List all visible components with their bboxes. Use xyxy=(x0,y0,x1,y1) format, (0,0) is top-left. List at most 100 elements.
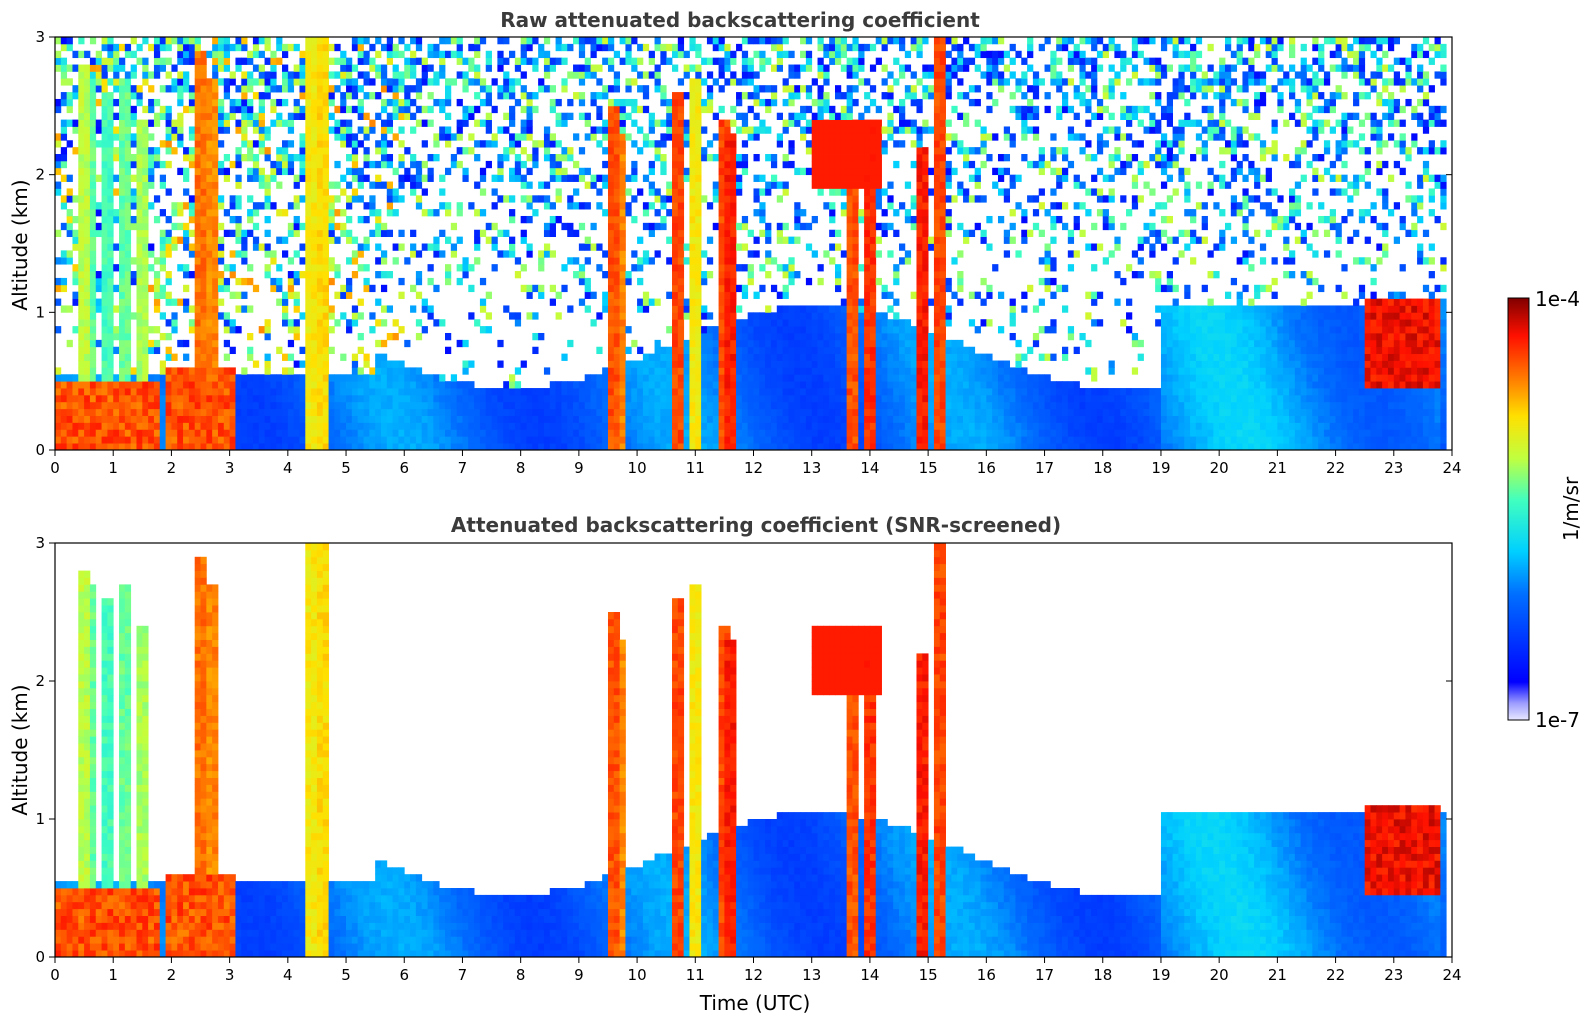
heatmap-cell xyxy=(509,250,515,257)
heatmap-cell xyxy=(119,416,125,423)
heatmap-cell xyxy=(643,140,649,147)
heatmap-cell xyxy=(317,126,323,133)
heatmap-cell xyxy=(474,92,480,99)
heatmap-cell xyxy=(299,161,305,168)
heatmap-cell xyxy=(660,374,666,381)
heatmap-cell xyxy=(148,154,154,161)
heatmap-cell xyxy=(509,209,515,216)
heatmap-cell xyxy=(608,422,614,429)
heatmap-cell xyxy=(457,71,463,78)
heatmap-cell xyxy=(526,99,532,106)
heatmap-cell xyxy=(235,436,241,443)
heatmap-cell xyxy=(381,161,387,168)
heatmap-cell xyxy=(171,381,177,388)
heatmap-cell xyxy=(445,202,451,209)
heatmap-cell xyxy=(113,285,119,292)
heatmap-cell xyxy=(567,257,573,264)
heatmap-cell xyxy=(579,175,585,182)
heatmap-cell xyxy=(311,299,317,306)
heatmap-cell xyxy=(474,140,480,147)
heatmap-cell xyxy=(265,319,271,326)
heatmap-cell xyxy=(119,409,125,416)
heatmap-cell xyxy=(125,436,131,443)
heatmap-cell xyxy=(235,202,241,209)
heatmap-cell xyxy=(323,65,329,72)
heatmap-cell xyxy=(387,395,393,402)
heatmap-cell xyxy=(206,278,212,285)
heatmap-cell xyxy=(433,244,439,251)
heatmap-cell xyxy=(189,416,195,423)
heatmap-cell xyxy=(90,133,96,140)
heatmap-cell xyxy=(90,436,96,443)
heatmap-cell xyxy=(195,216,201,223)
heatmap-cell xyxy=(556,154,562,161)
heatmap-cell xyxy=(538,395,544,402)
heatmap-cell xyxy=(201,223,207,230)
heatmap-cell xyxy=(259,168,265,175)
heatmap-cell xyxy=(608,140,614,147)
heatmap-cell xyxy=(195,292,201,299)
heatmap-cell xyxy=(428,92,434,99)
heatmap-cell xyxy=(212,299,218,306)
heatmap-cell xyxy=(608,147,614,154)
heatmap-cell xyxy=(212,182,218,189)
heatmap-cell xyxy=(78,188,84,195)
heatmap-cell xyxy=(625,429,631,436)
heatmap-cell xyxy=(113,244,119,251)
heatmap-cell xyxy=(253,395,259,402)
heatmap-cell xyxy=(113,409,119,416)
heatmap-cell xyxy=(608,402,614,409)
heatmap-cell xyxy=(398,71,404,78)
heatmap-cell xyxy=(131,381,137,388)
heatmap-cell xyxy=(550,381,556,388)
heatmap-cell xyxy=(573,202,579,209)
heatmap-cell xyxy=(352,361,358,368)
heatmap-cell xyxy=(235,37,241,44)
heatmap-cell xyxy=(67,374,73,381)
heatmap-cell xyxy=(119,347,125,354)
heatmap-cell xyxy=(282,78,288,85)
heatmap-cell xyxy=(67,443,73,450)
heatmap-cell xyxy=(119,326,125,333)
heatmap-cell xyxy=(323,347,329,354)
heatmap-cell xyxy=(591,175,597,182)
heatmap-cell xyxy=(445,264,451,271)
heatmap-cell xyxy=(247,120,253,127)
heatmap-cell xyxy=(218,429,224,436)
heatmap-cell xyxy=(142,168,148,175)
heatmap-cell xyxy=(556,381,562,388)
heatmap-cell xyxy=(119,92,125,99)
heatmap-cell xyxy=(78,140,84,147)
heatmap-cell xyxy=(142,133,148,140)
heatmap-cell xyxy=(276,381,282,388)
heatmap-cell xyxy=(125,422,131,429)
heatmap-cell xyxy=(265,436,271,443)
heatmap-cell xyxy=(294,202,300,209)
heatmap-cell xyxy=(573,92,579,99)
heatmap-cell xyxy=(352,65,358,72)
heatmap-cell xyxy=(253,244,259,251)
heatmap-cell xyxy=(422,161,428,168)
heatmap-cell xyxy=(189,395,195,402)
heatmap-cell xyxy=(282,409,288,416)
heatmap-cell xyxy=(329,44,335,51)
heatmap-cell xyxy=(84,312,90,319)
heatmap-cell xyxy=(235,237,241,244)
heatmap-cell xyxy=(294,65,300,72)
heatmap-cell xyxy=(311,278,317,285)
heatmap-cell xyxy=(596,402,602,409)
heatmap-cell xyxy=(643,250,649,257)
heatmap-cell xyxy=(160,409,166,416)
heatmap-cell xyxy=(509,402,515,409)
heatmap-cell xyxy=(608,278,614,285)
heatmap-cell xyxy=(107,354,113,361)
heatmap-cell xyxy=(55,402,61,409)
heatmap-cell xyxy=(492,388,498,395)
heatmap-cell xyxy=(78,374,84,381)
heatmap-cell xyxy=(422,409,428,416)
heatmap-cell xyxy=(84,126,90,133)
heatmap-cell xyxy=(136,340,142,347)
heatmap-cell xyxy=(445,416,451,423)
heatmap-cell xyxy=(422,106,428,113)
heatmap-cell xyxy=(241,367,247,374)
